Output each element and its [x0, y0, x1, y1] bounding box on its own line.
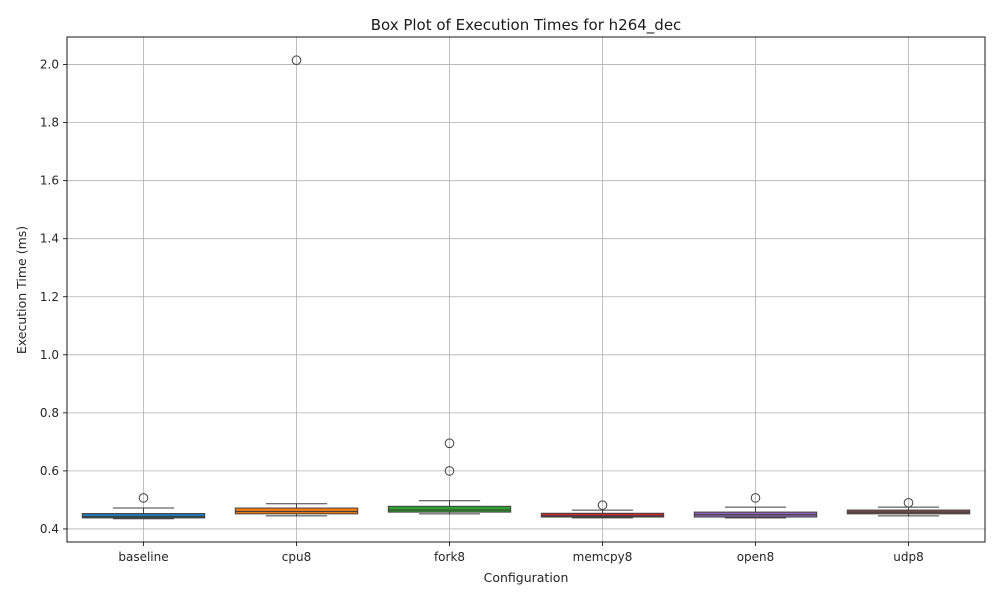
box-group-memcpy8 — [540, 500, 665, 519]
outlier-point — [444, 466, 455, 476]
chart-title: Box Plot of Execution Times for h264_dec — [371, 16, 682, 35]
y-tick-label: 0.8 — [40, 406, 59, 420]
y-tick-label: 2.0 — [40, 58, 59, 72]
y-tick-label: 1.4 — [40, 232, 59, 246]
outlier-point — [597, 500, 608, 510]
box-group-baseline — [81, 493, 206, 520]
x-axis-label: Configuration — [484, 570, 569, 585]
y-tick-label: 1.8 — [40, 116, 59, 130]
x-tick-label-fork8: fork8 — [434, 550, 465, 564]
outlier-point — [903, 498, 914, 508]
box-group-udp8 — [846, 498, 971, 517]
outlier-point — [444, 438, 455, 449]
y-tick-label: 0.4 — [40, 522, 59, 536]
x-tick-label-open8: open8 — [737, 550, 775, 564]
outlier-point — [291, 55, 302, 66]
x-tick-label-udp8: udp8 — [893, 550, 923, 564]
x-tick-label-memcpy8: memcpy8 — [573, 550, 633, 564]
y-axis-label: Execution Time (ms) — [14, 226, 29, 354]
box-group-fork8 — [387, 438, 512, 515]
box-fork8 — [387, 505, 512, 513]
box-layer — [81, 55, 971, 520]
y-tick-label: 1.2 — [40, 290, 59, 304]
outlier-point — [138, 493, 149, 503]
grid-layer — [67, 37, 985, 542]
y-tick-label: 0.6 — [40, 464, 59, 478]
box-group-cpu8 — [234, 55, 359, 517]
x-tick-label-cpu8: cpu8 — [282, 550, 311, 564]
box-group-open8 — [693, 493, 818, 519]
box-memcpy8 — [540, 512, 665, 518]
plot-area-frame — [66, 36, 986, 543]
tick-layer: 0.4 0.6 0.8 1.0 1.2 1.4 1.6 1.8 2.0 baseline cpu8 f… — [40, 58, 924, 564]
outlier-point — [750, 493, 761, 503]
box-baseline — [81, 513, 206, 519]
y-tick-label: 1.6 — [40, 174, 59, 188]
x-tick-label-baseline: baseline — [118, 550, 168, 564]
y-tick-label: 1.0 — [40, 348, 59, 362]
